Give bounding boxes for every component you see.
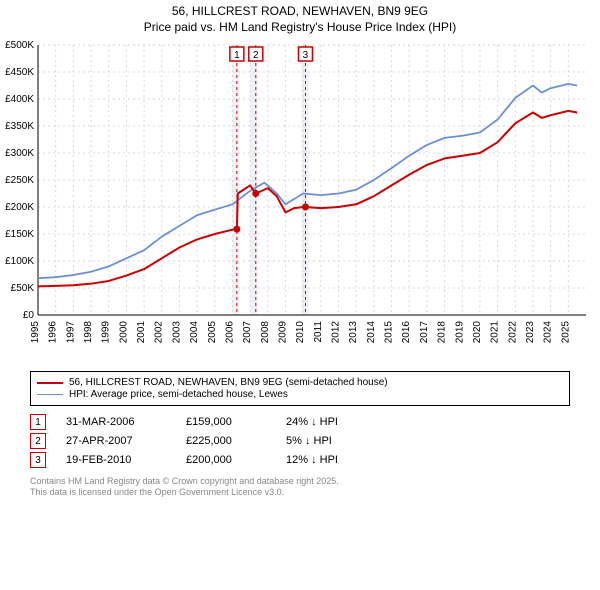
svg-text:2020: 2020 [472, 321, 483, 344]
svg-text:2005: 2005 [207, 321, 218, 344]
sales-table: 1 31-MAR-2006 £159,000 24% ↓ HPI 2 27-AP… [30, 414, 570, 468]
svg-text:1996: 1996 [48, 321, 59, 344]
svg-text:2014: 2014 [366, 321, 377, 344]
svg-text:£400K: £400K [5, 94, 34, 105]
svg-text:2016: 2016 [401, 321, 412, 344]
svg-text:1995: 1995 [30, 321, 41, 344]
svg-text:2000: 2000 [118, 321, 129, 344]
sale-marker-icon: 2 [30, 433, 46, 449]
legend: 56, HILLCREST ROAD, NEWHAVEN, BN9 9EG (s… [30, 371, 570, 406]
sale-date: 31-MAR-2006 [66, 416, 166, 428]
svg-text:2: 2 [253, 50, 259, 61]
svg-text:£50K: £50K [11, 283, 35, 294]
svg-text:2006: 2006 [224, 321, 235, 344]
svg-text:£250K: £250K [5, 175, 34, 186]
chart-title: 56, HILLCREST ROAD, NEWHAVEN, BN9 9EG Pr… [0, 0, 600, 35]
svg-text:£350K: £350K [5, 121, 34, 132]
sale-price: £200,000 [186, 454, 266, 466]
svg-text:£100K: £100K [5, 256, 34, 267]
footer-line: This data is licensed under the Open Gov… [30, 487, 570, 498]
svg-text:2017: 2017 [419, 321, 430, 344]
price-chart: £0 £50K £100K £150K £200K £250K £300K £350K £400… [0, 35, 600, 365]
svg-text:3: 3 [303, 50, 309, 61]
svg-text:£500K: £500K [5, 40, 34, 51]
svg-text:£0: £0 [23, 310, 35, 321]
legend-item: 56, HILLCREST ROAD, NEWHAVEN, BN9 9EG (s… [37, 377, 563, 388]
svg-text:2022: 2022 [507, 321, 518, 344]
svg-text:2023: 2023 [525, 321, 536, 344]
svg-text:2003: 2003 [171, 321, 182, 344]
legend-swatch [37, 394, 63, 395]
footer-line: Contains HM Land Registry data © Crown c… [30, 476, 570, 487]
table-row: 3 19-FEB-2010 £200,000 12% ↓ HPI [30, 452, 570, 468]
table-row: 2 27-APR-2007 £225,000 5% ↓ HPI [30, 433, 570, 449]
legend-label: 56, HILLCREST ROAD, NEWHAVEN, BN9 9EG (s… [69, 377, 388, 388]
svg-text:2001: 2001 [136, 321, 147, 344]
svg-text:1998: 1998 [83, 321, 94, 344]
svg-text:1997: 1997 [65, 321, 76, 344]
sale-date: 27-APR-2007 [66, 435, 166, 447]
sale-price: £225,000 [186, 435, 266, 447]
attribution-footer: Contains HM Land Registry data © Crown c… [30, 476, 570, 498]
sale-diff: 5% ↓ HPI [286, 435, 386, 447]
svg-text:2010: 2010 [295, 321, 306, 344]
svg-text:2009: 2009 [277, 321, 288, 344]
svg-text:2024: 2024 [543, 321, 554, 344]
svg-text:2015: 2015 [384, 321, 395, 344]
svg-text:2019: 2019 [454, 321, 465, 344]
sale-price: £159,000 [186, 416, 266, 428]
svg-text:2011: 2011 [313, 321, 324, 343]
sale-marker-icon: 1 [30, 414, 46, 430]
svg-text:2002: 2002 [154, 321, 165, 344]
svg-text:1: 1 [234, 50, 240, 61]
svg-text:2021: 2021 [490, 321, 501, 344]
title-line1: 56, HILLCREST ROAD, NEWHAVEN, BN9 9EG [0, 4, 600, 20]
svg-text:£450K: £450K [5, 67, 34, 78]
svg-text:2008: 2008 [260, 321, 271, 344]
title-line2: Price paid vs. HM Land Registry's House … [0, 20, 600, 36]
svg-text:£150K: £150K [5, 229, 34, 240]
svg-text:2018: 2018 [437, 321, 448, 344]
sale-diff: 24% ↓ HPI [286, 416, 386, 428]
legend-item: HPI: Average price, semi-detached house,… [37, 389, 563, 400]
svg-text:£200K: £200K [5, 202, 34, 213]
svg-text:2012: 2012 [331, 321, 342, 344]
table-row: 1 31-MAR-2006 £159,000 24% ↓ HPI [30, 414, 570, 430]
sale-diff: 12% ↓ HPI [286, 454, 386, 466]
svg-text:£300K: £300K [5, 148, 34, 159]
legend-label: HPI: Average price, semi-detached house,… [69, 389, 288, 400]
svg-text:1999: 1999 [101, 321, 112, 344]
svg-text:2007: 2007 [242, 321, 253, 344]
svg-text:2025: 2025 [560, 321, 571, 344]
svg-text:2013: 2013 [348, 321, 359, 344]
sale-marker-icon: 3 [30, 452, 46, 468]
legend-swatch [37, 382, 63, 384]
sale-date: 19-FEB-2010 [66, 454, 166, 466]
svg-text:2004: 2004 [189, 321, 200, 344]
